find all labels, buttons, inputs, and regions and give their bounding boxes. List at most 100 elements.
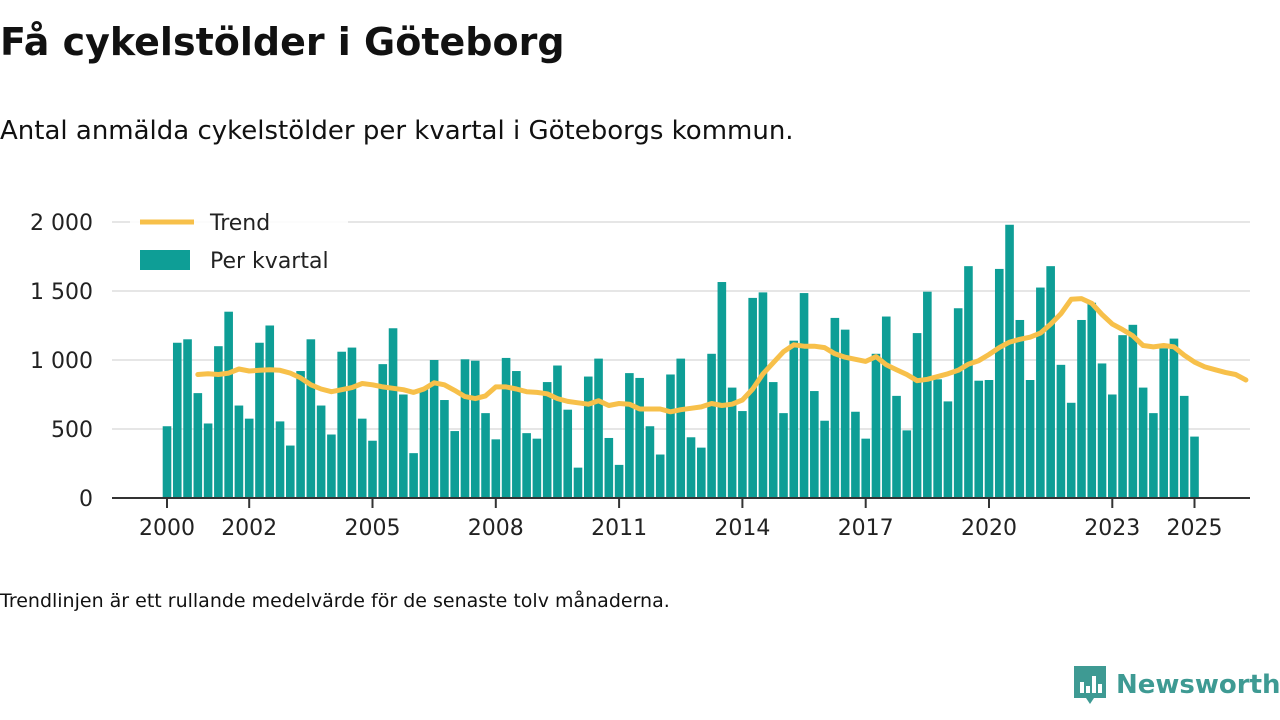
bar (183, 339, 192, 498)
bar (1149, 413, 1158, 498)
bar (820, 420, 829, 498)
bar (316, 405, 326, 498)
bar (933, 379, 942, 498)
bar (881, 316, 891, 498)
bar (409, 453, 418, 498)
bar (162, 426, 172, 498)
bar (964, 266, 973, 498)
bar (871, 353, 881, 498)
bar (193, 393, 203, 498)
bar (296, 371, 305, 498)
bar (1097, 363, 1107, 498)
y-tick-label: 500 (51, 418, 93, 443)
bar (481, 413, 490, 498)
bar (748, 297, 757, 498)
bar (810, 391, 819, 498)
bar (419, 388, 429, 498)
bar (255, 342, 264, 498)
x-tick-label: 2014 (714, 516, 770, 541)
bar (306, 339, 316, 498)
x-tick-label: 2020 (961, 516, 1017, 541)
bar (244, 418, 254, 498)
bar (861, 438, 870, 498)
bar (347, 347, 357, 498)
bar (234, 405, 244, 498)
x-tick-label: 2025 (1167, 516, 1223, 541)
bar (429, 360, 439, 498)
bar (357, 418, 367, 498)
legend-bars-swatch (140, 250, 190, 270)
bar (902, 430, 912, 498)
bar (994, 268, 1004, 498)
bar (1077, 319, 1086, 498)
bar (923, 291, 932, 498)
bar (984, 380, 994, 498)
bar (1128, 324, 1138, 498)
bar (738, 411, 747, 498)
bar (214, 346, 223, 498)
brand-name: Newsworthy (1116, 670, 1280, 700)
bar (1005, 224, 1014, 498)
bar (491, 439, 501, 498)
bar (512, 371, 521, 498)
bar (614, 464, 624, 498)
bar (1118, 335, 1127, 498)
bar (830, 317, 840, 498)
brand: Newsworthy (1072, 664, 1280, 706)
legend-trend-label: Trend (209, 211, 270, 236)
bar (399, 394, 408, 498)
bar (943, 401, 953, 498)
bar (532, 438, 542, 498)
bar (563, 409, 573, 498)
legend-background (130, 204, 348, 288)
bar (1087, 302, 1097, 498)
bar (789, 340, 799, 498)
bar (470, 360, 480, 498)
bar (1066, 402, 1076, 498)
chart-footnote: Trendlinjen är ett rullande medelvärde f… (0, 590, 670, 612)
bar (368, 440, 377, 498)
bar (1159, 348, 1168, 498)
x-tick-label: 2017 (838, 516, 894, 541)
bar (265, 325, 275, 498)
x-tick-label: 2011 (591, 516, 647, 541)
bar (542, 382, 552, 498)
x-tick-label: 2000 (139, 516, 195, 541)
bar (337, 351, 346, 498)
bar (1179, 395, 1189, 498)
bar (327, 434, 336, 498)
legend: Trend Per kvartal (130, 204, 348, 288)
bar (388, 328, 398, 498)
bar (583, 376, 593, 498)
bar (501, 357, 511, 498)
bar (655, 454, 665, 498)
bar (666, 374, 675, 498)
bar (779, 413, 788, 498)
bar (450, 431, 459, 498)
bar (172, 342, 182, 498)
bar (707, 353, 716, 498)
bar (912, 333, 922, 498)
chart-subtitle: Antal anmälda cykelstölder per kvartal i… (0, 116, 794, 146)
legend-bars-label: Per kvartal (210, 249, 329, 274)
y-tick-label: 0 (79, 487, 93, 512)
x-tick-label: 2023 (1084, 516, 1140, 541)
bar (645, 426, 655, 498)
bar (635, 377, 644, 498)
bar (1025, 380, 1035, 498)
bar (892, 395, 901, 498)
y-tick-label: 1 500 (30, 280, 93, 305)
y-tick-label: 1 000 (30, 349, 93, 374)
chart: 0 500 1 000 1 500 2 000 2000 2002 2005 2008 2011 2… (30, 204, 1250, 541)
bar (1138, 387, 1148, 498)
bar (851, 411, 860, 498)
bar (974, 380, 984, 498)
bar (1108, 394, 1117, 498)
bar (1190, 436, 1199, 498)
bar (440, 400, 449, 498)
bar (522, 433, 531, 498)
bar (686, 437, 696, 498)
bar (378, 364, 388, 498)
bar (286, 445, 295, 498)
bar (1015, 319, 1025, 498)
